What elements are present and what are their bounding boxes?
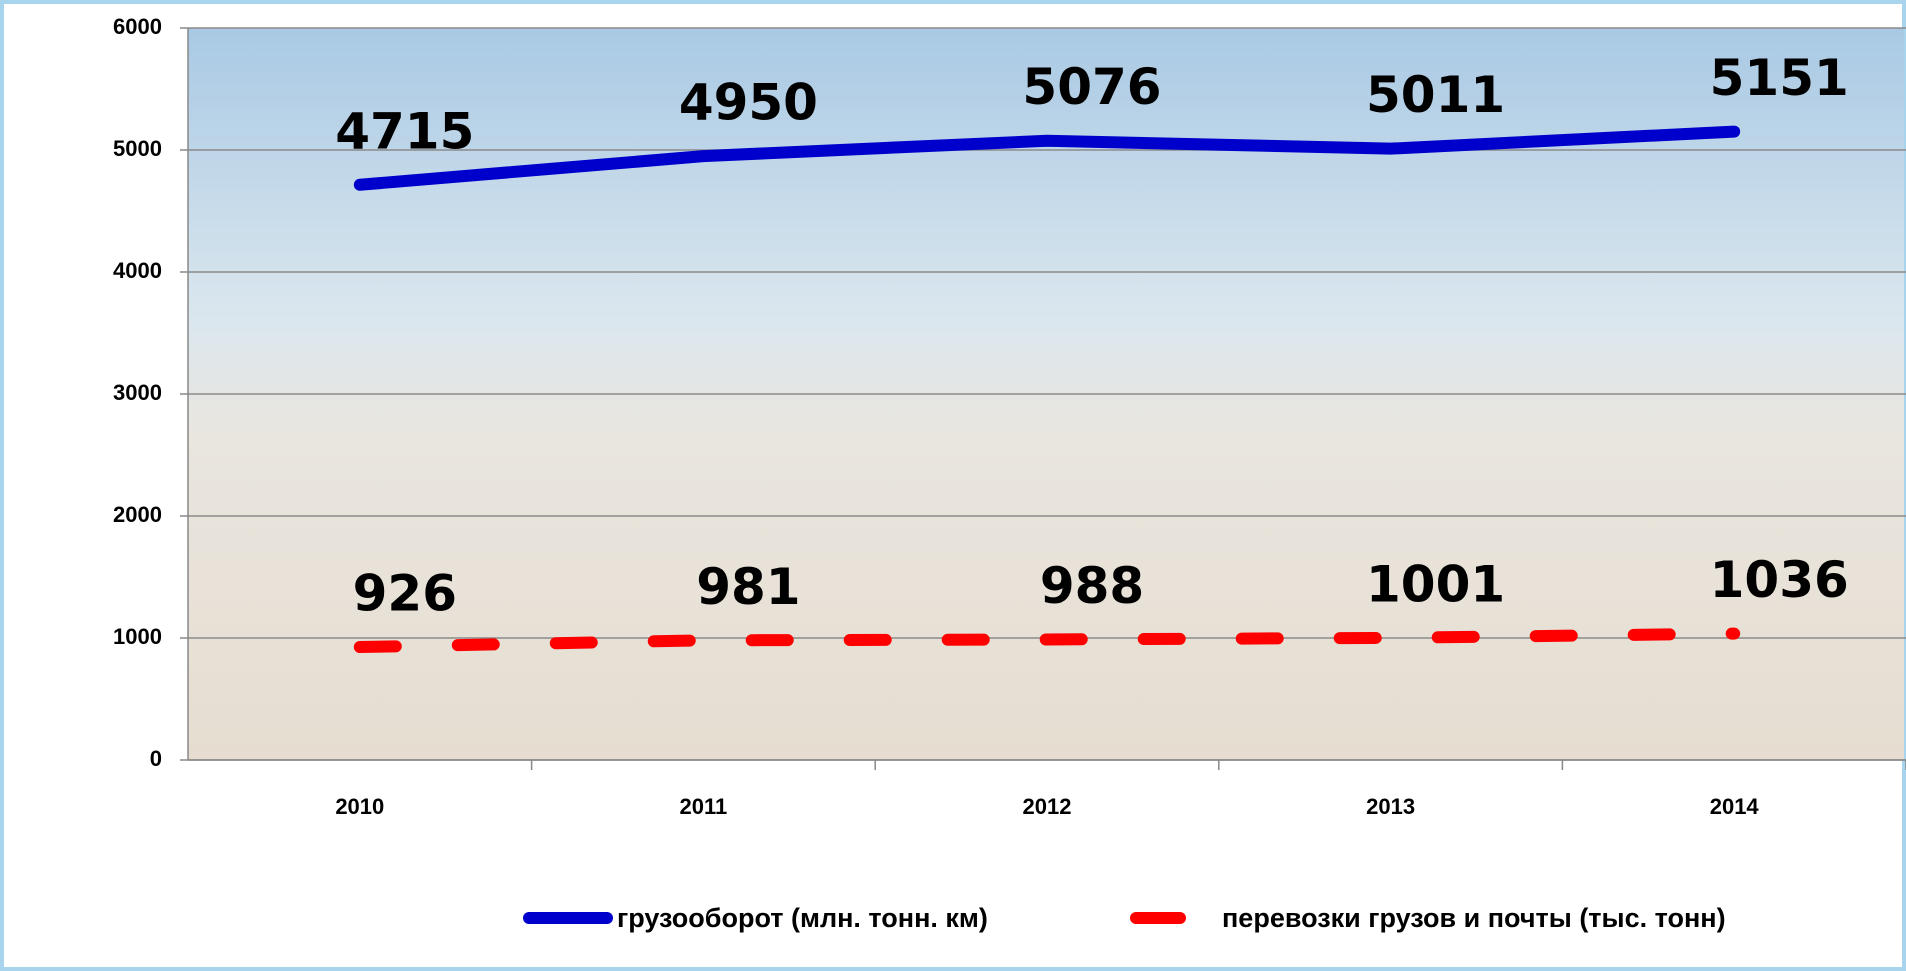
data-label: 988 [1040,557,1144,615]
y-tick-label: 6000 [113,14,162,39]
x-tick-label: 2012 [1023,794,1072,819]
data-label: 1036 [1710,551,1849,609]
series-line [353,125,1741,191]
data-label: 5151 [1710,49,1849,107]
legend-label: грузооборот (млн. тонн. км) [617,903,988,933]
y-tick-label: 3000 [113,380,162,405]
data-label: 5076 [1022,58,1161,116]
data-label: 1001 [1366,555,1505,613]
x-tick-label: 2011 [680,794,728,819]
data-label: 981 [696,558,800,616]
data-label: 4715 [335,102,474,160]
data-label: 4950 [679,74,818,132]
y-tick-label: 0 [150,746,162,771]
series-line [353,627,1741,654]
y-tick-label: 2000 [113,502,162,527]
data-label: 926 [353,565,457,623]
legend-label: перевозки грузов и почты (тыс. тонн) [1222,903,1726,933]
y-tick-label: 1000 [113,624,162,649]
y-tick-label: 4000 [113,258,162,283]
y-tick-label: 5000 [113,136,162,161]
x-tick-label: 2013 [1366,794,1415,819]
x-tick-label: 2014 [1710,794,1760,819]
x-tick-label: 2010 [335,794,384,819]
data-label: 5011 [1366,66,1505,124]
